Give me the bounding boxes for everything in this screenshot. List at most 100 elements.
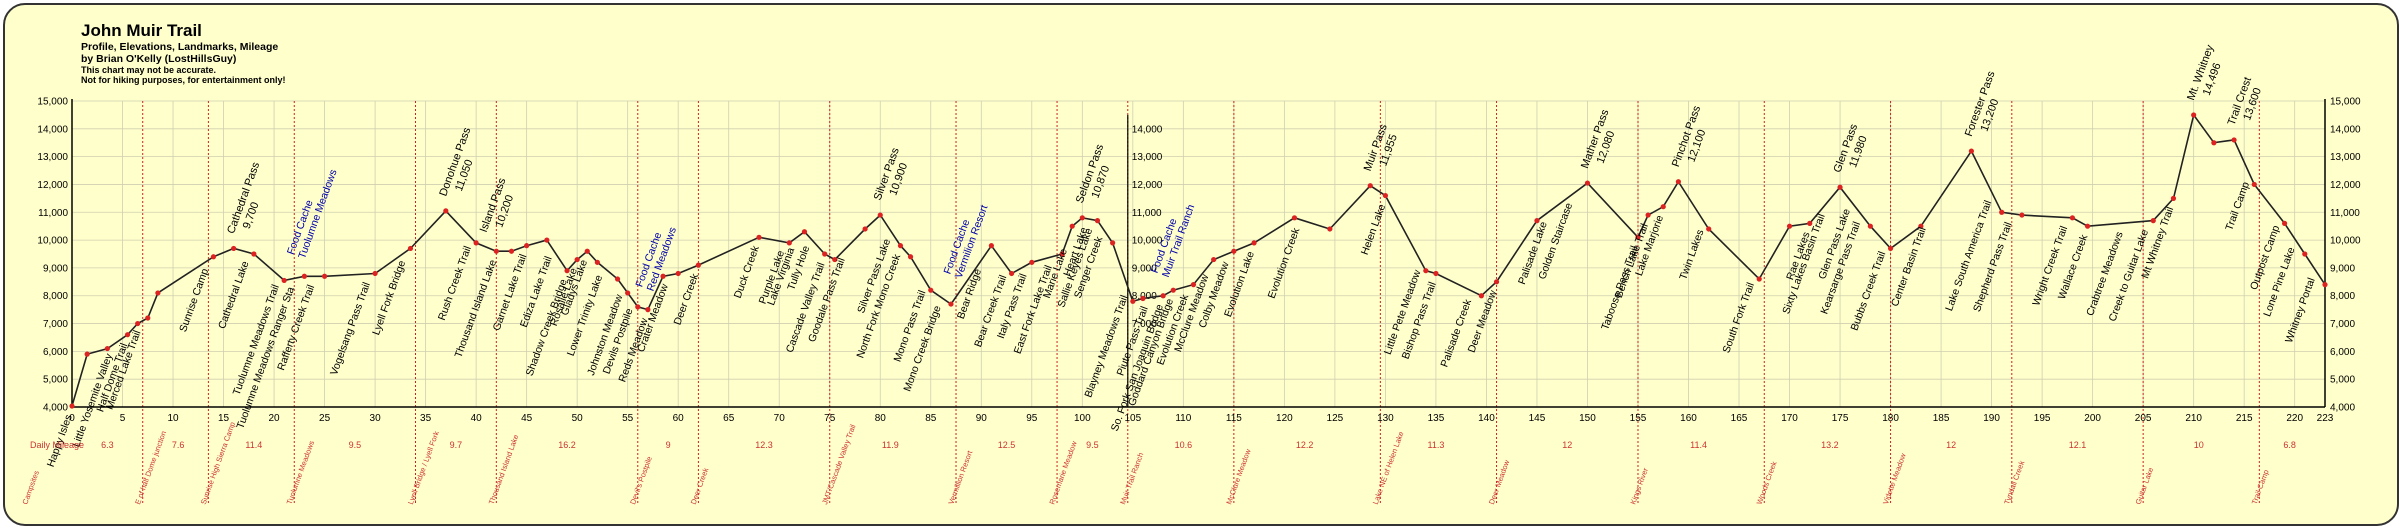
campsite-label: Lake NE of Helen Lake [1371, 430, 1406, 506]
elevation-point [1645, 212, 1651, 218]
x-tick-label: 0 [69, 413, 75, 424]
y-tick-label-right: 15,000 [2330, 97, 2361, 108]
elevation-point [1423, 268, 1429, 274]
elevation-point [1887, 245, 1894, 252]
elevation-point [281, 277, 287, 284]
daily-mileage-value: 11.4 [245, 440, 262, 450]
elevation-point [1069, 223, 1075, 229]
elevation-point [443, 208, 449, 214]
daily-mileage-value: 12 [1562, 440, 1572, 450]
y-tick-label-middle: 13,000 [1132, 152, 1163, 163]
y-tick-label-left: 8,000 [43, 291, 68, 302]
daily-mileage-value: 6.3 [101, 440, 114, 450]
landmark-label: Palisade Creek [1438, 297, 1474, 369]
y-tick-label-right: 11,000 [2330, 208, 2360, 219]
x-tick-label: 215 [2236, 413, 2253, 424]
y-tick-label-middle: 14,000 [1132, 124, 1163, 135]
elevation-point [231, 245, 237, 252]
daily-mileage-value: 11.4 [1690, 440, 1707, 450]
elevation-point [321, 273, 328, 279]
x-tick-label: 70 [774, 413, 786, 424]
x-tick-label: 150 [1579, 413, 1596, 424]
elevation-point [1029, 259, 1035, 265]
elevation-point [473, 240, 479, 246]
x-tick-label: 30 [370, 413, 382, 424]
elevation-point [2302, 251, 2308, 257]
x-tick-label: 125 [1327, 413, 1344, 424]
chart-frame: John Muir Trail Profile, Elevations, Lan… [3, 3, 2399, 526]
daily-mileage-label: Daily Mileage [30, 440, 84, 450]
y-tick-label-left: 11,000 [38, 208, 68, 219]
elevation-point [1251, 240, 1257, 246]
elevation-point [1327, 226, 1333, 232]
x-tick-label: 170 [1781, 413, 1798, 424]
daily-mileage-value: 12.1 [2069, 440, 2087, 450]
x-tick-label: 25 [319, 413, 331, 424]
daily-mileage-value: 10.6 [1175, 440, 1193, 450]
elevation-point [2084, 223, 2091, 229]
y-tick-label-left: 9,000 [43, 263, 68, 274]
elevation-point [2019, 212, 2025, 218]
x-tick-label: 205 [2135, 413, 2152, 424]
x-tick-label: 180 [1882, 413, 1899, 424]
campsite-label: Kings River [1628, 466, 1650, 506]
elevation-point [1635, 234, 1641, 240]
campsite-label: Deer Meadow [1487, 458, 1512, 505]
elevation-point [1478, 293, 1484, 299]
elevation-profile-chart: 4,000 4,000 5,000 5,000 6,000 6,000 7,000 7,000… [20, 43, 2361, 506]
elevation-point [675, 270, 681, 277]
elevation-point [988, 243, 994, 249]
elevation-point [2251, 181, 2257, 188]
elevation-point [756, 234, 762, 240]
y-tick-label-right: 13,000 [2330, 152, 2361, 163]
daily-mileage-value: 6.8 [2283, 440, 2296, 450]
daily-mileage-value: 12 [1946, 440, 1956, 450]
x-tick-label: 95 [1026, 413, 1038, 424]
y-tick-label-middle: 10,000 [1132, 236, 1163, 247]
elevation-point [1584, 180, 1591, 186]
x-tick-label: 15 [218, 413, 230, 424]
elevation-point [1190, 282, 1197, 288]
elevation-point [1706, 226, 1712, 232]
elevation-point [1079, 215, 1085, 221]
bottom-annotations: Daily Mileage 6.3 7.6 11.4 9.5 9.7 16.2 9 12.3 11… [20, 421, 2295, 506]
elevation-point [928, 287, 934, 293]
elevation-point [2231, 137, 2237, 143]
pass-label: Pinchot Pass12,100 [1670, 104, 1716, 173]
x-tick-label: 105 [1124, 413, 1141, 424]
elevation-point [832, 256, 838, 263]
chart-header: John Muir Trail Profile, Elevations, Lan… [81, 21, 286, 85]
pass-label: Island Pass10,200 [478, 176, 521, 238]
landmark-label: Helen Lake [1359, 202, 1388, 256]
disclaimer-entertainment: Not for hiking purposes, for entertainme… [81, 75, 286, 85]
pass-label: Cathedral Pass9,700 [225, 160, 274, 240]
pass-label: Mather Pass12,080 [1579, 107, 1624, 174]
elevation-point [862, 226, 868, 232]
landmark-label: Cathedral Lake [216, 259, 252, 330]
elevation-point [1382, 192, 1389, 199]
axes: 4,000 4,000 5,000 5,000 6,000 6,000 7,000 7,000… [37, 97, 2361, 425]
elevation-point [877, 212, 883, 218]
y-tick-label-middle: 11,000 [1132, 208, 1162, 219]
daily-mileage-value: 13.2 [1821, 440, 1839, 450]
elevation-point [1433, 270, 1439, 277]
elevation-point [1291, 215, 1298, 221]
pass-label: Donohue Pass11,050 [437, 126, 485, 203]
daily-mileage-value: 9.5 [1086, 440, 1099, 450]
daily-mileage-value: 9 [666, 440, 671, 450]
y-tick-label-right: 9,000 [2330, 263, 2355, 274]
y-tick-label-right: 8,000 [2330, 291, 2355, 302]
x-tick-label: 220 [2286, 413, 2303, 424]
daily-mileage-value: 9.7 [450, 440, 463, 450]
elevation-point [135, 320, 141, 327]
elevation-point [1807, 220, 1813, 226]
campsite-label: Trail Camp [2250, 468, 2271, 505]
daily-mileage-value: 10 [2194, 440, 2204, 450]
elevation-point [2281, 220, 2288, 226]
elevation-point [1170, 287, 1176, 293]
elevation-point [1918, 223, 1924, 229]
elevation-series [69, 112, 2328, 409]
chart-title: John Muir Trail [81, 21, 202, 40]
pass-label: Trail Crest13,600 [2226, 76, 2267, 132]
